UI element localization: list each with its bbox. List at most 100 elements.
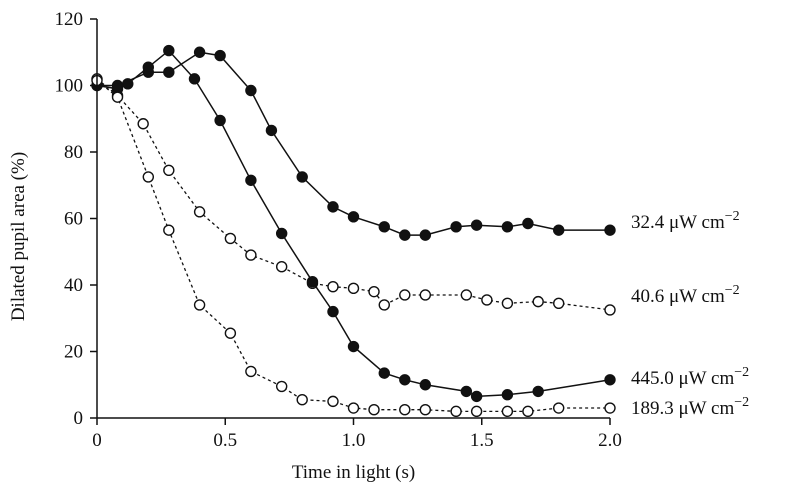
data-point <box>399 289 411 301</box>
series-2 <box>91 73 616 316</box>
series-1 <box>91 46 616 241</box>
data-point <box>275 227 288 240</box>
data-point <box>419 403 432 416</box>
ticks: 0 0.5 1.0 1.5 2.0 0 20 40 60 80 100 120 <box>55 9 622 451</box>
data-point <box>245 84 257 97</box>
series-line <box>97 51 610 236</box>
data-point <box>275 261 288 273</box>
y-tick-label: 80 <box>64 142 83 163</box>
data-point <box>347 282 360 295</box>
data-point <box>214 49 226 62</box>
series-line <box>96 79 610 413</box>
data-point <box>193 206 206 218</box>
y-tick-label: 60 <box>64 209 83 230</box>
data-point <box>163 66 175 78</box>
data-point <box>142 61 155 73</box>
data-point <box>470 219 483 231</box>
y-tick-label: 20 <box>64 342 83 363</box>
data-point <box>163 224 175 236</box>
data-point <box>522 217 534 230</box>
data-point <box>522 405 534 418</box>
data-point <box>553 402 565 414</box>
data-point <box>419 379 432 391</box>
data-point <box>188 73 201 85</box>
data-point <box>275 380 288 393</box>
data-point <box>481 294 493 306</box>
y-tick-label: 40 <box>64 275 83 296</box>
data-point <box>214 114 226 127</box>
data-point <box>419 289 432 301</box>
data-point <box>163 164 175 176</box>
x-tick-label: 1.5 <box>470 430 494 451</box>
data-point <box>450 221 462 233</box>
data-point <box>501 221 514 233</box>
data-point <box>604 402 616 414</box>
data-point <box>532 385 544 398</box>
y-tick-label: 120 <box>55 9 84 30</box>
y-axis-label: Dilated pupil area (%) <box>8 152 29 321</box>
series-label: 32.4 μW cm−2 <box>631 209 740 233</box>
data-point <box>163 44 175 57</box>
data-point <box>137 118 149 130</box>
x-tick-label: 2.0 <box>598 430 622 451</box>
series-4 <box>91 74 616 418</box>
data-point <box>378 221 390 233</box>
data-point <box>460 385 473 398</box>
data-point <box>224 327 237 339</box>
data-point <box>122 78 134 90</box>
data-point <box>604 224 616 236</box>
data-point <box>193 299 206 311</box>
data-point <box>378 299 390 311</box>
data-point <box>368 403 380 416</box>
data-point <box>306 275 319 288</box>
data-point <box>501 389 514 401</box>
data-point <box>399 374 411 386</box>
y-tick-label: 100 <box>55 76 84 97</box>
data-point <box>470 390 483 403</box>
data-point <box>450 405 462 418</box>
series-label: 189.3 μW cm−2 <box>631 395 749 419</box>
data-point <box>245 174 257 186</box>
data-point <box>111 91 124 103</box>
data-point <box>245 365 257 378</box>
data-point <box>368 285 380 298</box>
data-point <box>553 224 565 236</box>
x-tick-label: 1.0 <box>342 430 366 451</box>
x-axis-label: Time in light (s) <box>292 462 415 483</box>
data-point <box>142 171 155 183</box>
data-point <box>347 402 360 414</box>
data-point <box>347 340 360 353</box>
series-3 <box>91 44 616 403</box>
data-point <box>501 405 514 418</box>
data-point <box>327 201 339 213</box>
data-point <box>532 295 544 308</box>
data-point <box>378 367 390 379</box>
data-point <box>296 171 308 183</box>
x-tick-label: 0 <box>92 430 102 451</box>
data-point <box>460 289 473 301</box>
data-point <box>399 229 411 241</box>
series-label: 445.0 μW cm−2 <box>631 365 749 389</box>
y-tick-label: 0 <box>74 408 84 429</box>
series-labels: 32.4 μW cm−2 40.6 μW cm−2 445.0 μW cm−2 189… <box>631 209 749 419</box>
series-line <box>96 78 611 311</box>
data-point <box>327 395 339 408</box>
data-point <box>245 249 257 261</box>
data-point <box>501 297 514 309</box>
data-point <box>604 374 616 386</box>
data-point <box>399 403 411 416</box>
data-point <box>327 305 339 318</box>
data-point <box>193 46 206 58</box>
data-point <box>470 405 483 418</box>
data-point <box>265 124 278 137</box>
data-point <box>296 394 308 406</box>
x-tick-label: 0.5 <box>213 430 237 451</box>
data-point <box>327 280 339 293</box>
data-point <box>553 297 565 309</box>
data-point <box>224 232 237 245</box>
series-label: 40.6 μW cm−2 <box>631 283 740 307</box>
plot-area <box>91 44 616 418</box>
data-point <box>419 229 432 241</box>
data-point <box>604 304 616 316</box>
